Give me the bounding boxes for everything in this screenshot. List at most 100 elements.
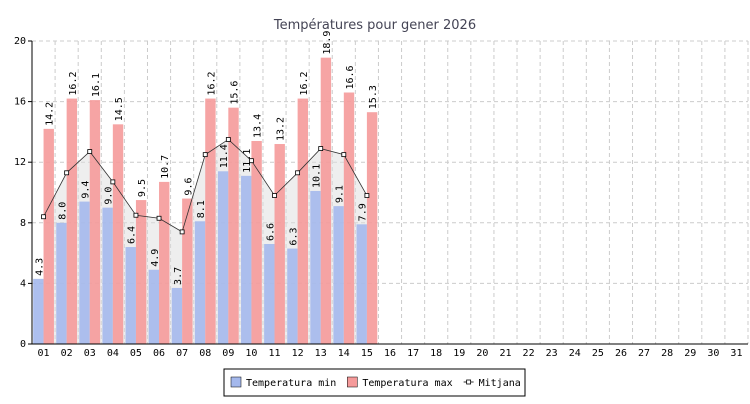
x-tick-label: 01	[38, 348, 50, 359]
mitjana-marker	[110, 179, 116, 185]
x-tick-label: 03	[84, 348, 96, 359]
value-label: 18.9	[322, 31, 333, 55]
x-tick-label: 02	[61, 348, 73, 359]
x-tick-label: 16	[384, 348, 396, 359]
mitjana-marker	[341, 152, 347, 158]
y-tick-label: 4	[20, 278, 26, 289]
x-tick-label: 30	[707, 348, 719, 359]
value-label: 6.3	[288, 227, 299, 245]
value-label: 11.1	[242, 149, 253, 173]
x-tick-label: 19	[453, 348, 465, 359]
x-tick-label: 04	[107, 348, 119, 359]
value-label: 16.2	[206, 71, 217, 95]
value-label: 9.6	[183, 177, 194, 195]
mitjana-marker	[156, 215, 162, 221]
value-label: 6.6	[265, 223, 276, 241]
x-tick-label: 29	[684, 348, 696, 359]
x-tick-label: 18	[430, 348, 442, 359]
bar	[343, 92, 355, 344]
legend-marker	[466, 379, 472, 385]
y-tick-label: 16	[14, 97, 26, 108]
value-label: 16.1	[91, 73, 102, 97]
x-tick-label: 08	[199, 348, 211, 359]
x-tick-label: 11	[268, 348, 280, 359]
value-label: 9.0	[104, 187, 115, 205]
x-tick-label: 17	[407, 348, 419, 359]
x-tick-label: 21	[499, 348, 511, 359]
x-tick-label: 09	[222, 348, 234, 359]
bar	[241, 175, 252, 344]
chart-title: Températures pour gener 2026	[273, 18, 476, 33]
legend-swatch	[230, 376, 242, 388]
x-tick-label: 27	[638, 348, 650, 359]
mitjana-marker	[41, 214, 46, 220]
x-tick-label: 10	[245, 348, 257, 359]
bar	[33, 278, 44, 344]
x-tick-label: 20	[476, 348, 488, 359]
y-tick-label: 0	[20, 339, 26, 350]
x-tick-label: 31	[730, 348, 742, 359]
bar	[148, 269, 160, 344]
x-tick-label: 15	[361, 348, 373, 359]
value-label: 10.7	[160, 155, 171, 179]
legend-box	[223, 368, 526, 397]
bar	[66, 98, 78, 344]
value-label: 3.7	[173, 267, 184, 285]
bar	[182, 198, 193, 344]
x-tick-label: 25	[592, 348, 604, 359]
legend: Temperatura min Temperatura max Mitjana	[223, 368, 526, 397]
bar	[366, 112, 378, 344]
value-label: 8.1	[196, 200, 207, 218]
value-label: 13.4	[253, 114, 264, 138]
bar	[135, 200, 147, 344]
value-label: 8.0	[57, 202, 68, 220]
mitjana-marker	[225, 137, 231, 142]
mitjana-marker	[179, 229, 185, 235]
bar	[89, 100, 101, 345]
bar	[333, 206, 344, 344]
mitjana-marker	[272, 193, 277, 198]
value-label: 10.1	[312, 164, 323, 188]
bar	[287, 248, 298, 344]
mitjana-marker	[249, 158, 254, 164]
mitjana-marker	[133, 212, 139, 218]
x-tick-label: 06	[153, 348, 165, 359]
x-tick-label: 26	[615, 348, 627, 359]
y-tick-label: 8	[20, 218, 26, 229]
y-tick-label: 20	[14, 36, 26, 47]
x-tick-label: 12	[292, 348, 304, 359]
bar	[125, 247, 136, 344]
x-tick-label: 13	[315, 348, 327, 359]
value-label: 14.5	[114, 97, 125, 121]
legend-swatch	[347, 376, 358, 388]
value-label: 9.4	[81, 181, 92, 199]
bar	[112, 124, 124, 344]
bar	[205, 98, 216, 344]
x-tick-label: 05	[130, 348, 142, 359]
y-tick-label: 12	[14, 157, 26, 168]
x-tick-label: 23	[546, 348, 558, 359]
value-label: 6.4	[127, 226, 138, 244]
value-label: 7.9	[358, 203, 369, 221]
x-tick-label: 14	[338, 348, 350, 359]
bar	[320, 57, 332, 344]
bar	[102, 207, 113, 344]
x-tick-label: 22	[523, 348, 535, 359]
bar	[356, 224, 367, 344]
bar	[79, 201, 90, 344]
value-label: 16.6	[345, 65, 356, 89]
bar	[274, 144, 285, 344]
bar	[217, 171, 229, 344]
bar	[171, 287, 183, 344]
mitjana-marker	[318, 146, 324, 151]
mitjana-marker	[202, 152, 208, 158]
value-label: 9.5	[137, 179, 148, 197]
value-label: 13.2	[276, 117, 287, 141]
bar	[43, 128, 54, 344]
value-label: 11.4	[219, 144, 230, 168]
x-tick-label: 28	[661, 348, 673, 359]
bar	[159, 181, 170, 344]
value-label: 16.2	[299, 71, 310, 95]
value-label: 15.6	[230, 81, 241, 105]
